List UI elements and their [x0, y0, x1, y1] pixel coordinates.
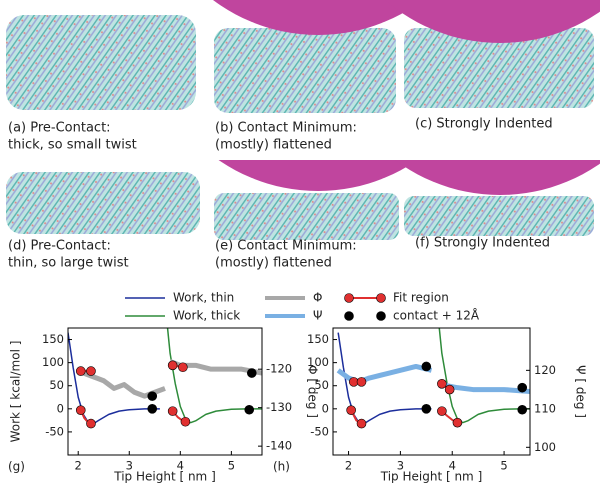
y2-tick-label: -140	[266, 439, 292, 453]
caption: (mostly) flattened	[215, 138, 332, 153]
y-axis-label: Work [ kcal/mol ]	[9, 341, 23, 443]
caption: (d) Pre-Contact:	[8, 239, 111, 254]
legend-label: Work, thick	[173, 309, 240, 323]
molecule	[6, 172, 200, 234]
plot: -50 0 50 100 150 100 110 120 2 3 4 5 Tip Height [ nm…	[273, 327, 588, 483]
legend-label: Ψ	[313, 309, 322, 323]
series-line	[166, 328, 262, 424]
data-point	[517, 382, 528, 393]
x-tick-label: 3	[126, 459, 133, 473]
y-tick-label: -50	[310, 424, 329, 438]
legend-marker	[376, 311, 386, 321]
y2-tick-label: 100	[534, 440, 556, 454]
molecule	[404, 196, 594, 236]
y-tick-label: 50	[314, 378, 329, 392]
series-line	[337, 332, 432, 425]
data-point	[147, 404, 158, 414]
legend-marker	[376, 293, 386, 303]
y-tick-label: 0	[322, 401, 329, 415]
x-tick-label: 5	[500, 459, 507, 473]
y2-axis-label: Φ [ deg ]	[306, 365, 320, 418]
data-point	[437, 379, 447, 389]
y2-tick-label: -120	[266, 362, 292, 376]
y-tick-label: 150	[307, 332, 329, 346]
y-tick-label: 0	[57, 401, 64, 415]
plot-area	[336, 328, 530, 425]
legend-marker	[344, 293, 354, 303]
data-point	[167, 406, 178, 416]
x-tick-label: 3	[397, 459, 404, 473]
caption: (a) Pre-Contact:	[8, 121, 111, 136]
afm-tip	[213, 0, 423, 35]
y2-tick-label: -130	[266, 400, 292, 414]
legend-label: contact + 12Å	[393, 308, 480, 323]
legend-label: Φ	[313, 291, 322, 305]
afm-tip	[395, 160, 600, 195]
caption: thick, so small twist	[8, 138, 137, 153]
plot-frame	[332, 327, 531, 456]
molecule	[404, 28, 594, 108]
data-point	[246, 368, 257, 378]
x-tick-label: 2	[345, 459, 352, 473]
x-axis-label: Tip Height [ nm ]	[113, 470, 216, 483]
data-point	[356, 418, 367, 429]
y2-axis-label: Ψ [ deg ]	[574, 365, 588, 418]
caption: (f) Strongly Indented	[415, 236, 550, 251]
legend-label: Work, thin	[173, 291, 234, 305]
plot: -50 0 50 100 150 -140 -130 -120 2 3 4 5 Tip Height […	[8, 327, 320, 483]
data-point	[86, 418, 96, 429]
data-point	[167, 360, 178, 371]
plot-frame	[67, 327, 263, 456]
caption: (c) Strongly Indented	[415, 117, 553, 132]
y2-tick-label: 120	[534, 363, 556, 377]
legend-label: Fit region	[393, 291, 449, 305]
afm-tip	[385, 0, 600, 43]
y-tick-label: 150	[42, 332, 64, 346]
molecule-images	[6, 0, 600, 240]
caption: thin, so large twist	[8, 256, 129, 271]
afm-tip	[218, 160, 418, 191]
data-point	[180, 416, 191, 427]
caption: (mostly) flattened	[215, 256, 332, 271]
y-tick-label: -50	[45, 424, 64, 438]
data-point	[517, 404, 528, 415]
series-line	[438, 328, 530, 424]
y-tick-label: 100	[307, 355, 329, 369]
y2-tick-label: 110	[534, 401, 556, 415]
data-point	[421, 404, 432, 414]
x-tick-label: 2	[75, 459, 82, 473]
data-point	[421, 361, 432, 372]
y-tick-label: 100	[42, 355, 64, 369]
data-point	[444, 384, 455, 395]
data-point	[437, 406, 447, 416]
x-tick-label: 4	[177, 459, 184, 473]
data-point	[75, 366, 86, 376]
legend-marker	[344, 311, 354, 321]
data-point	[244, 404, 255, 415]
data-point	[178, 362, 188, 373]
x-axis-label: Tip Height [ nm ]	[380, 470, 483, 483]
plot-area	[68, 328, 262, 425]
series-line	[440, 379, 530, 394]
y-tick-label: 50	[49, 378, 64, 392]
data-point	[356, 377, 367, 387]
molecule	[6, 15, 196, 110]
molecule	[214, 28, 396, 113]
caption: (b) Contact Minimum:	[215, 121, 357, 136]
data-point	[346, 405, 356, 416]
caption: (e) Contact Minimum:	[215, 239, 357, 254]
data-point	[75, 405, 86, 416]
data-point	[452, 417, 463, 428]
molecule	[214, 193, 399, 240]
x-tick-label: 4	[449, 459, 456, 473]
panel-label: (g)	[8, 460, 25, 474]
panel-label: (h)	[273, 460, 290, 474]
series-line	[68, 332, 160, 425]
data-point	[147, 391, 158, 401]
data-point	[86, 366, 96, 376]
x-tick-label: 5	[228, 459, 235, 473]
